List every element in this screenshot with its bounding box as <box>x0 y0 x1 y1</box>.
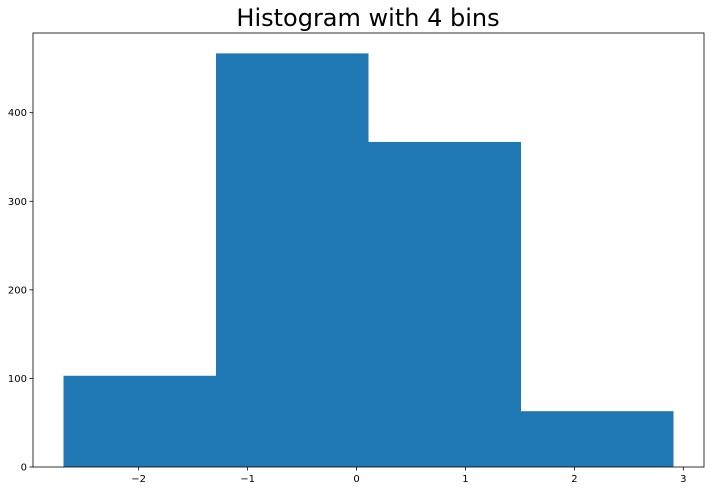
histogram-bar-2 <box>216 53 369 467</box>
bars-group <box>63 53 674 467</box>
y-axis: 0 100 200 300 400 <box>8 108 33 474</box>
histogram-bar-3 <box>368 141 521 467</box>
y-tick-label: 200 <box>8 285 27 296</box>
x-tick-label: 0 <box>353 474 359 485</box>
y-tick-label: 300 <box>8 197 27 208</box>
histogram-bar-1 <box>63 375 216 467</box>
chart-title: Histogram with 4 bins <box>236 4 499 32</box>
plot-frame <box>32 32 705 468</box>
y-tick-label: 0 <box>21 463 27 474</box>
x-tick-label: −2 <box>131 474 146 485</box>
x-tick-label: 2 <box>571 474 577 485</box>
x-axis: −2 −1 0 1 2 3 <box>131 467 686 485</box>
x-tick-label: −1 <box>240 474 255 485</box>
y-tick-label: 100 <box>8 374 27 385</box>
histogram-bar-4 <box>521 411 674 467</box>
x-tick-label: 1 <box>462 474 468 485</box>
x-tick-label: 3 <box>680 474 686 485</box>
y-tick-label: 400 <box>8 108 27 119</box>
